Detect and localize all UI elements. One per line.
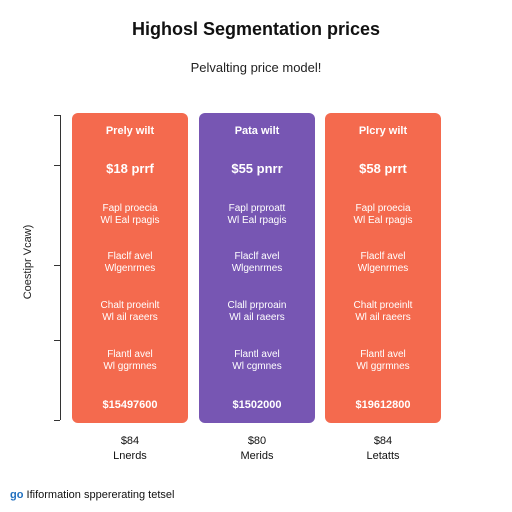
y-axis-tick <box>54 115 60 116</box>
plan-feature: Clall prproain Wl ail raeers <box>227 300 287 323</box>
category-price: $84 <box>373 435 393 447</box>
plan-feature: Flantl avel Wl cgmnes <box>232 349 282 372</box>
plan-name: Plcry wilt <box>358 125 408 137</box>
category-label: Merids <box>240 450 274 462</box>
footnote-prefix: go <box>10 489 24 501</box>
y-axis-line <box>60 115 61 420</box>
plan-feature: Flaclf avel Wlgenrmes <box>357 251 409 274</box>
plan-feature: Fapl proecia Wl Eal rpagis <box>100 203 160 226</box>
plan-total: $1502000 <box>232 399 282 411</box>
plan-name: Pata wilt <box>234 125 280 137</box>
category-label: Lnerds <box>113 450 147 462</box>
plan-name: Prely wilt <box>105 125 155 137</box>
y-axis-tick <box>54 265 60 266</box>
plan-feature: Flantl avel Wl ggrmnes <box>356 349 410 372</box>
y-axis-tick <box>54 420 60 421</box>
plan-bar-1: Prely wilt $18 prrf Fapl proecia Wl Eal … <box>72 113 188 423</box>
plan-bar-3: Plcry wilt $58 prrt Fapl proecia Wl Eal … <box>325 113 441 423</box>
footnote: go Ififormation sppererating tetsel <box>10 489 174 501</box>
plan-total: $19612800 <box>355 399 411 411</box>
plan-price: $55 pnrr <box>231 161 283 176</box>
y-axis-tick <box>54 340 60 341</box>
chart-subtitle: Pelvalting price model! <box>190 60 322 75</box>
plan-feature: Chalt proeinlt Wl ail raeers <box>100 300 160 323</box>
y-axis-tick <box>54 165 60 166</box>
plan-feature: Flantl avel Wl ggrmnes <box>103 349 157 372</box>
footnote-text: Ififormation sppererating tetsel <box>23 489 175 501</box>
plan-feature: Fapl proecia Wl Eal rpagis <box>353 203 413 226</box>
chart-title: Highosl Segmentation prices <box>131 19 381 39</box>
plan-feature: Chalt proeinlt Wl ail raeers <box>353 300 413 323</box>
category-label: Letatts <box>366 450 400 462</box>
category-price: $84 <box>120 435 140 447</box>
plan-price: $58 prrt <box>359 161 407 176</box>
plan-feature: Flaclf avel Wlgenrmes <box>104 251 156 274</box>
category-price: $80 <box>247 435 267 447</box>
plan-total: $15497600 <box>102 399 158 411</box>
y-axis-label: Coestipr Vcaw) <box>22 224 34 300</box>
plan-feature: Flaclf avel Wlgenrmes <box>231 251 283 274</box>
plan-feature: Fapl prproatt Wl Eal rpagis <box>227 203 287 226</box>
plan-price: $18 prrf <box>106 161 154 176</box>
plan-bar-2: Pata wilt $55 pnrr Fapl prproatt Wl Eal … <box>199 113 315 423</box>
